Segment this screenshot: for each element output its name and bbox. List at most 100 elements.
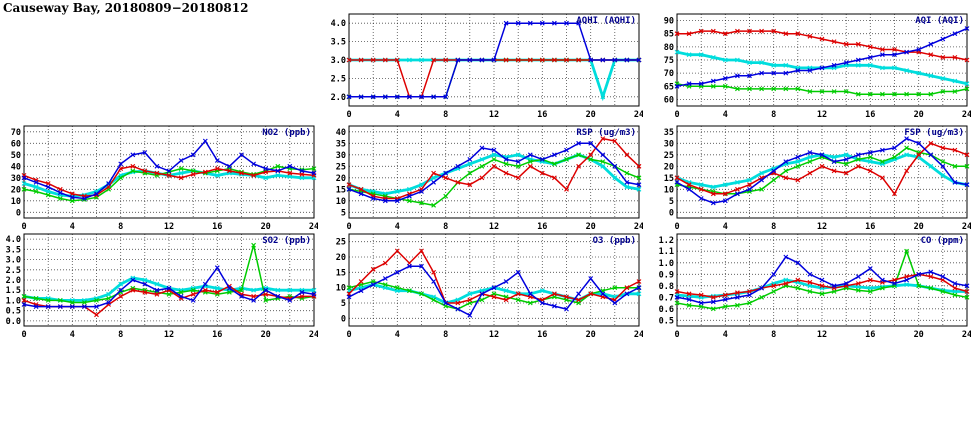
svg-text:30: 30 bbox=[11, 174, 21, 184]
series-red bbox=[346, 136, 642, 201]
svg-text:4: 4 bbox=[395, 222, 400, 232]
svg-text:70: 70 bbox=[664, 69, 674, 79]
svg-text:20: 20 bbox=[11, 185, 21, 195]
svg-text:16: 16 bbox=[537, 330, 547, 340]
chart-panel-rsp: 5 10 15 20 25 30 35 40 0 4 8 12 16 20 24 RSP (ug/m3) bbox=[325, 120, 644, 238]
chart-co: 0.50.6 0.70.8 0.91.0 1.11.2 0 4 8 12 16 20 24 CO (p… bbox=[659, 233, 972, 340]
series-green bbox=[21, 163, 317, 204]
chart-panel-aqi: 60 65 70 75 80 85 90 0 4 8 12 16 20 24 AQI (AQI) bbox=[653, 8, 972, 126]
svg-text:24: 24 bbox=[309, 222, 318, 232]
svg-text:0.7: 0.7 bbox=[659, 293, 674, 303]
svg-text:15: 15 bbox=[336, 268, 346, 278]
series-red bbox=[674, 140, 970, 197]
svg-text:0.9: 0.9 bbox=[659, 270, 674, 280]
svg-text:75: 75 bbox=[664, 56, 674, 66]
svg-text:70: 70 bbox=[11, 128, 21, 138]
svg-text:40: 40 bbox=[336, 128, 346, 138]
series-blue bbox=[21, 138, 317, 201]
gridlines bbox=[349, 126, 639, 218]
series-blue bbox=[674, 136, 970, 206]
svg-text:8: 8 bbox=[443, 222, 448, 232]
svg-text:0: 0 bbox=[674, 330, 679, 340]
y-axis-labels: 0 5 10 15 20 25 bbox=[336, 238, 346, 325]
svg-text:8: 8 bbox=[118, 330, 123, 340]
svg-text:16: 16 bbox=[865, 110, 875, 120]
svg-text:8: 8 bbox=[443, 110, 448, 120]
svg-text:5: 5 bbox=[341, 208, 346, 218]
chart-o3: 0 5 10 15 20 25 0 4 8 12 16 20 24 O3 (ppb) bbox=[336, 233, 644, 340]
svg-text:8: 8 bbox=[771, 330, 776, 340]
svg-text:0: 0 bbox=[341, 314, 346, 324]
svg-text:25: 25 bbox=[664, 151, 674, 161]
series-red bbox=[21, 163, 317, 199]
svg-text:35: 35 bbox=[336, 139, 346, 149]
y-axis-labels: 0.00.51.01.52.02.53.03.54.0 bbox=[6, 235, 21, 327]
svg-text:24: 24 bbox=[962, 110, 971, 120]
svg-text:1.0: 1.0 bbox=[659, 259, 674, 269]
svg-text:12: 12 bbox=[817, 330, 827, 340]
x-axis-labels: 0 4 8 12 16 20 24 bbox=[674, 110, 972, 120]
svg-text:25: 25 bbox=[336, 238, 346, 248]
svg-text:12: 12 bbox=[164, 330, 174, 340]
svg-text:0: 0 bbox=[21, 330, 26, 340]
svg-text:85: 85 bbox=[664, 30, 674, 40]
svg-text:0: 0 bbox=[674, 110, 679, 120]
svg-text:16: 16 bbox=[865, 330, 875, 340]
svg-text:12: 12 bbox=[164, 222, 174, 232]
series-blue bbox=[674, 26, 970, 89]
svg-text:20: 20 bbox=[914, 222, 924, 232]
gridlines bbox=[24, 234, 314, 326]
svg-text:0: 0 bbox=[346, 330, 351, 340]
svg-text:24: 24 bbox=[309, 330, 318, 340]
series-blue bbox=[21, 265, 317, 309]
svg-text:20: 20 bbox=[336, 253, 346, 263]
svg-text:1.5: 1.5 bbox=[6, 286, 21, 296]
chart-title-aqhi: AQHI (AQHI) bbox=[576, 16, 636, 26]
svg-text:0.5: 0.5 bbox=[6, 307, 21, 317]
svg-text:4: 4 bbox=[395, 330, 400, 340]
chart-title-aqi: AQI (AQI) bbox=[915, 16, 964, 26]
svg-text:3.0: 3.0 bbox=[331, 56, 346, 66]
svg-text:12: 12 bbox=[817, 110, 827, 120]
svg-text:8: 8 bbox=[443, 330, 448, 340]
chart-panel-so2: 0.0 0.5 1.0 1.5 2.0 2.5 3.0 3.5 4.0 0 4 8 12 16 20 24 SO… bbox=[0, 228, 319, 346]
chart-so2: 0.00.51.01.52.02.53.03.54.00 4 8 12 16 20 24SO… bbox=[6, 233, 319, 340]
svg-text:80: 80 bbox=[664, 43, 674, 53]
series-green bbox=[21, 242, 317, 305]
svg-text:4: 4 bbox=[723, 330, 728, 340]
svg-text:8: 8 bbox=[771, 222, 776, 232]
svg-text:4: 4 bbox=[395, 110, 400, 120]
x-axis-labels: 0 4 8 12 16 20 24 bbox=[346, 222, 644, 232]
svg-text:90: 90 bbox=[664, 17, 674, 27]
svg-text:0: 0 bbox=[346, 110, 351, 120]
x-axis-labels: 0 4 8 12 16 20 24 bbox=[21, 222, 319, 232]
chart-panel-fsp: 0 5 10 15 20 25 30 35 0 4 8 12 16 20 24 FSP (ug/m3) bbox=[653, 120, 972, 238]
svg-text:4: 4 bbox=[723, 222, 728, 232]
svg-text:12: 12 bbox=[489, 222, 499, 232]
svg-text:0: 0 bbox=[669, 208, 674, 218]
svg-text:16: 16 bbox=[537, 222, 547, 232]
svg-text:15: 15 bbox=[664, 174, 674, 184]
chart-title-so2: SO2 (ppb) bbox=[262, 236, 311, 246]
svg-text:50: 50 bbox=[11, 151, 21, 161]
chart-title-o3: O3 (ppb) bbox=[593, 236, 636, 246]
svg-text:2.0: 2.0 bbox=[331, 93, 346, 103]
svg-text:5: 5 bbox=[669, 197, 674, 207]
svg-text:16: 16 bbox=[865, 222, 875, 232]
chart-title-no2: NO2 (ppb) bbox=[262, 128, 311, 138]
svg-text:0.0: 0.0 bbox=[6, 317, 21, 327]
x-axis-labels: 0 4 8 12 16 20 24 bbox=[674, 330, 972, 340]
series-blue bbox=[346, 263, 642, 318]
svg-text:60: 60 bbox=[11, 139, 21, 149]
svg-text:40: 40 bbox=[11, 162, 21, 172]
svg-text:25: 25 bbox=[336, 162, 346, 172]
svg-text:60: 60 bbox=[664, 95, 674, 105]
svg-text:0.6: 0.6 bbox=[659, 305, 674, 315]
gridlines bbox=[677, 126, 967, 218]
series-green bbox=[674, 81, 970, 97]
svg-text:20: 20 bbox=[336, 174, 346, 184]
svg-text:24: 24 bbox=[634, 330, 643, 340]
